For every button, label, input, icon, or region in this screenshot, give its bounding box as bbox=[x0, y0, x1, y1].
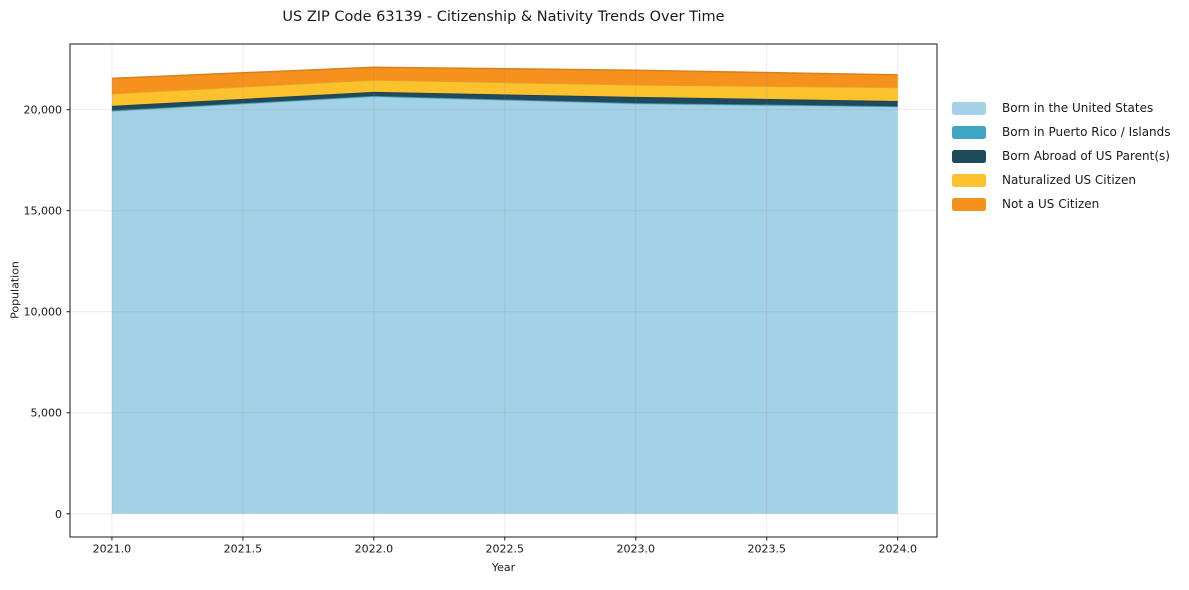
y-tick-label: 15,000 bbox=[24, 205, 63, 218]
legend-item-born-in-puerto-rico-islands: Born in Puerto Rico / Islands bbox=[952, 125, 1171, 139]
stacked-areas bbox=[111, 66, 898, 514]
legend-swatch-icon bbox=[952, 101, 986, 115]
area-naturalized-us-citizen bbox=[111, 79, 898, 106]
legend-swatch-icon bbox=[952, 173, 986, 187]
legend-label: Naturalized US Citizen bbox=[1002, 173, 1136, 187]
legend-item-born-in-the-united-states: Born in the United States bbox=[952, 101, 1171, 115]
legend-label: Born in the United States bbox=[1002, 101, 1154, 115]
axis-ticks: 2021.0 2021.5 2022.0 2022.5 2023.0 2023.5 2024… bbox=[24, 104, 917, 556]
x-axis-label: Year bbox=[491, 561, 516, 574]
chart-title: US ZIP Code 63139 - Citizenship & Nativi… bbox=[282, 9, 725, 25]
x-tick-label: 2024.0 bbox=[878, 543, 917, 556]
y-axis-label: Population bbox=[8, 261, 22, 319]
x-tick-label: 2021.5 bbox=[224, 543, 263, 556]
legend-swatch-icon bbox=[952, 125, 986, 139]
x-tick-label: 2023.0 bbox=[617, 543, 656, 556]
y-tick-label: 0 bbox=[55, 508, 62, 521]
legend-swatch-icon bbox=[952, 197, 986, 211]
y-tick-label: 20,000 bbox=[24, 104, 63, 117]
x-tick-label: 2022.0 bbox=[355, 543, 394, 556]
legend-swatch-icon bbox=[952, 149, 986, 163]
area-born-in-the-united-states bbox=[111, 96, 898, 514]
area-not-a-us-citizen bbox=[111, 67, 898, 94]
legend-item-naturalized-us-citizen: Naturalized US Citizen bbox=[952, 173, 1171, 187]
x-tick-label: 2021.0 bbox=[93, 543, 132, 556]
y-tick-label: 5,000 bbox=[31, 407, 63, 420]
y-tick-label: 10,000 bbox=[24, 306, 63, 319]
legend-label: Born in Puerto Rico / Islands bbox=[1002, 125, 1171, 139]
area-born-abroad-of-us-parent-s bbox=[111, 91, 898, 111]
legend: Born in the United States Born in Puerto … bbox=[952, 101, 1171, 211]
x-tick-label: 2023.5 bbox=[747, 543, 786, 556]
legend-label: Born Abroad of US Parent(s) bbox=[1002, 149, 1170, 163]
gridlines bbox=[70, 44, 937, 537]
legend-item-not-a-us-citizen: Not a US Citizen bbox=[952, 197, 1171, 211]
legend-label: Not a US Citizen bbox=[1002, 197, 1100, 211]
area-edge-not-a-us-citizen bbox=[111, 66, 898, 80]
x-tick-label: 2022.5 bbox=[486, 543, 525, 556]
legend-item-born-abroad-of-us-parent-s: Born Abroad of US Parent(s) bbox=[952, 149, 1171, 163]
plot-border bbox=[69, 43, 938, 538]
